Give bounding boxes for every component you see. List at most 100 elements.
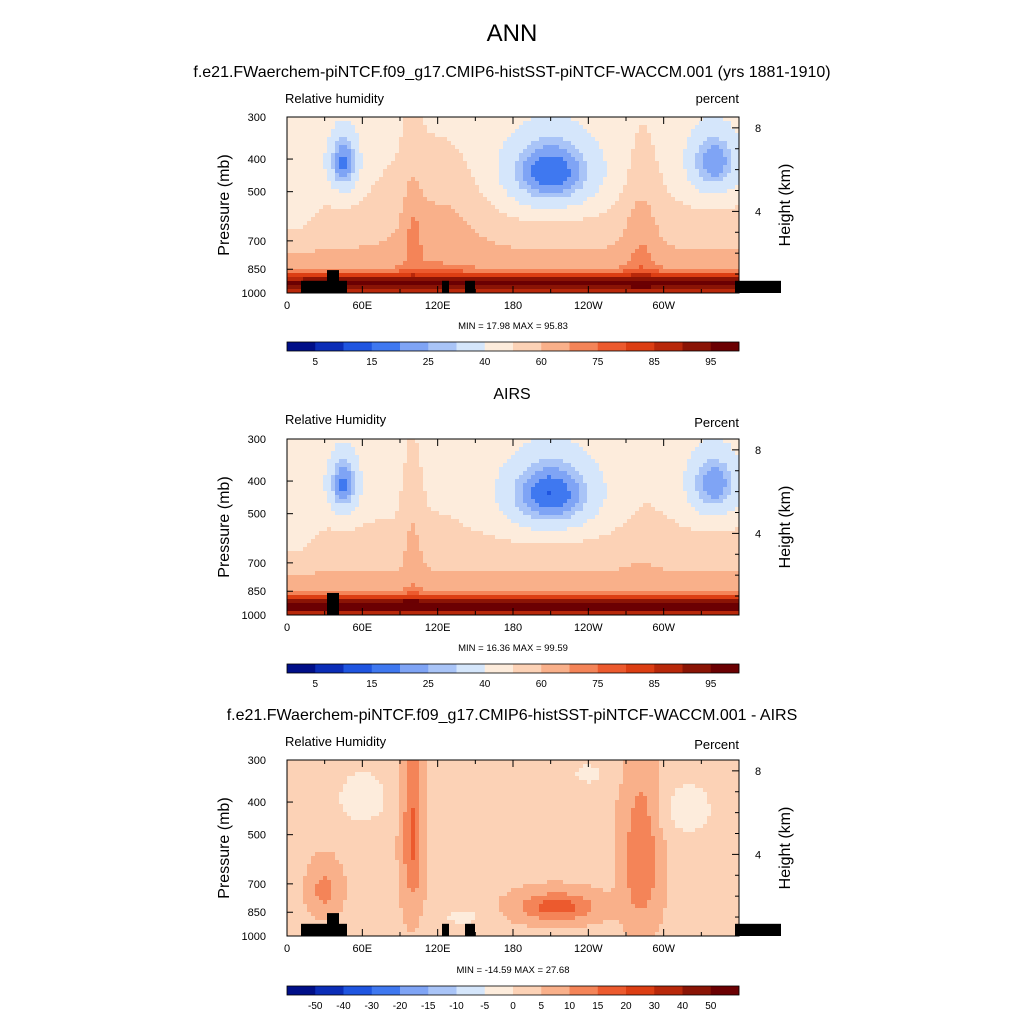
field-cell xyxy=(407,273,412,278)
field-cell xyxy=(395,129,400,134)
field-cell xyxy=(375,217,380,222)
field-cell xyxy=(407,193,412,198)
field-cell xyxy=(403,273,408,278)
field-cell xyxy=(579,133,584,138)
field-cell xyxy=(695,261,700,266)
field-cell xyxy=(639,133,644,138)
field-cell xyxy=(643,233,648,238)
field-cell xyxy=(395,161,400,166)
field-cell xyxy=(419,281,424,286)
field-cell xyxy=(527,177,532,182)
field-cell xyxy=(715,129,720,134)
field-cell xyxy=(519,149,524,154)
field-cell xyxy=(563,225,568,230)
field-cell xyxy=(507,117,512,122)
field-cell xyxy=(423,161,428,166)
field-cell xyxy=(699,149,704,154)
field-cell xyxy=(731,129,736,134)
field-cell xyxy=(455,241,460,246)
field-cell xyxy=(479,125,484,130)
field-cell xyxy=(639,269,644,274)
field-cell xyxy=(667,157,672,162)
field-cell xyxy=(411,173,416,178)
field-cell xyxy=(695,285,700,290)
field-cell xyxy=(399,261,404,266)
field-cell xyxy=(531,233,536,238)
field-cell xyxy=(631,209,636,214)
field-cell xyxy=(727,121,732,126)
field-cell xyxy=(687,201,692,206)
field-cell xyxy=(667,273,672,278)
field-cell xyxy=(299,221,304,226)
field-cell xyxy=(355,161,360,166)
field-cell xyxy=(307,117,312,122)
field-cell xyxy=(571,205,576,210)
field-cell xyxy=(571,217,576,222)
field-cell xyxy=(383,245,388,250)
field-cell xyxy=(307,133,312,138)
field-cell xyxy=(499,133,504,138)
field-cell xyxy=(511,137,516,142)
field-cell xyxy=(643,145,648,150)
field-cell xyxy=(515,129,520,134)
field-cell xyxy=(295,225,300,230)
field-cell xyxy=(483,245,488,250)
field-cell xyxy=(479,149,484,154)
field-cell xyxy=(595,169,600,174)
field-cell xyxy=(487,145,492,150)
field-cell xyxy=(383,185,388,190)
field-cell xyxy=(419,193,424,198)
field-cell xyxy=(467,185,472,190)
field-cell xyxy=(567,261,572,266)
field-cell xyxy=(563,269,568,274)
field-cell xyxy=(531,145,536,150)
field-cell xyxy=(647,145,652,150)
field-cell xyxy=(299,129,304,134)
field-cell xyxy=(707,281,712,286)
field-cell xyxy=(319,233,324,238)
field-cell xyxy=(731,233,736,238)
field-cell xyxy=(567,161,572,166)
field-cell xyxy=(539,269,544,274)
field-cell xyxy=(315,233,320,238)
field-cell xyxy=(291,125,296,130)
field-cell xyxy=(551,269,556,274)
field-cell xyxy=(683,277,688,282)
field-cell xyxy=(707,245,712,250)
field-cell xyxy=(559,257,564,262)
field-cell xyxy=(335,173,340,178)
field-cell xyxy=(455,129,460,134)
field-cell xyxy=(599,189,604,194)
field-cell xyxy=(615,185,620,190)
field-cell xyxy=(683,153,688,158)
field-cell xyxy=(463,213,468,218)
field-cell xyxy=(683,133,688,138)
field-cell xyxy=(711,197,716,202)
field-cell xyxy=(671,193,676,198)
field-cell xyxy=(427,129,432,134)
field-cell xyxy=(315,269,320,274)
field-cell xyxy=(695,205,700,210)
field-cell xyxy=(623,257,628,262)
field-cell xyxy=(503,173,508,178)
field-cell xyxy=(527,133,532,138)
field-cell xyxy=(367,273,372,278)
field-cell xyxy=(491,157,496,162)
field-cell xyxy=(619,173,624,178)
field-cell xyxy=(655,133,660,138)
field-cell xyxy=(599,133,604,138)
field-cell xyxy=(719,185,724,190)
field-cell xyxy=(411,249,416,254)
field-cell xyxy=(611,173,616,178)
field-cell xyxy=(355,133,360,138)
field-cell xyxy=(643,153,648,158)
field-cell xyxy=(495,193,500,198)
field-cell xyxy=(547,225,552,230)
field-cell xyxy=(403,285,408,290)
field-cell xyxy=(703,173,708,178)
field-cell xyxy=(611,129,616,134)
field-cell xyxy=(619,121,624,126)
field-cell xyxy=(339,169,344,174)
field-cell xyxy=(511,265,516,270)
field-cell xyxy=(579,257,584,262)
